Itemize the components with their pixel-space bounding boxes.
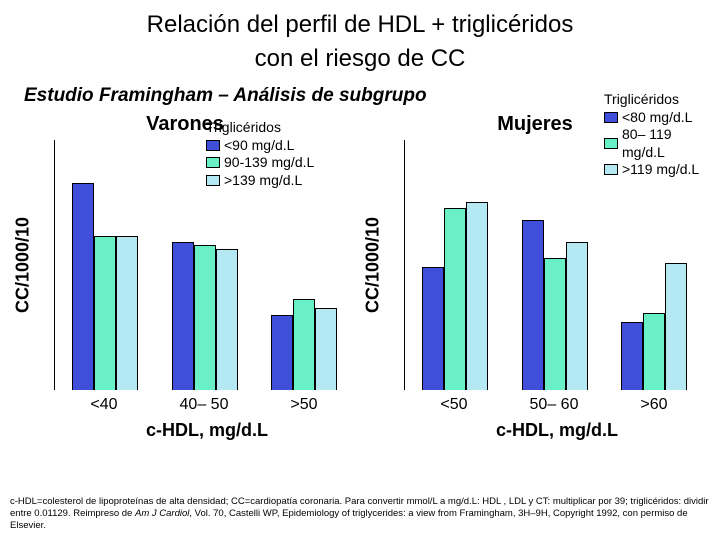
x-tick: >60: [604, 390, 704, 414]
x-axis-label-women: c-HDL, mg/d.L: [404, 414, 710, 441]
bar: [544, 258, 566, 390]
bar: [72, 183, 94, 390]
bar-group: [254, 140, 354, 390]
bar-group: [55, 140, 155, 390]
bar: [444, 208, 466, 390]
legend-label: <80 mg/d.L: [622, 109, 692, 127]
bar: [566, 242, 588, 390]
legend-item: <80 mg/d.L: [604, 109, 710, 127]
bar-groups-men: [55, 140, 354, 390]
bar: [94, 236, 116, 391]
plot-women: CC/1000/10: [404, 140, 704, 390]
bar: [665, 263, 687, 390]
x-tick: <50: [404, 390, 504, 414]
bar: [522, 220, 544, 390]
bar-group: [505, 140, 605, 390]
bar-group: [405, 140, 505, 390]
title-block: Relación del perfil de HDL + triglicérid…: [0, 0, 720, 77]
bar: [466, 202, 488, 391]
x-tick: >50: [254, 390, 354, 414]
bar: [293, 299, 315, 390]
bar: [216, 249, 238, 390]
bar-group: [604, 140, 704, 390]
x-tick: 40– 50: [154, 390, 254, 414]
x-axis-label-men: c-HDL, mg/d.L: [54, 414, 360, 441]
title-line-2: con el riesgo de CC: [0, 42, 720, 76]
x-ticks-men: <4040– 50>50: [54, 390, 354, 414]
footnote-italic: Am J Cardiol: [135, 508, 189, 519]
y-axis-label-women: CC/1000/10: [363, 217, 384, 313]
bar: [172, 242, 194, 390]
panel-men: Varones Triglicéridos <90 mg/d.L90-139 m…: [10, 113, 360, 441]
bar: [422, 267, 444, 390]
title-line-1: Relación del perfil de HDL + triglicérid…: [0, 8, 720, 42]
bar: [194, 245, 216, 390]
bar: [271, 315, 293, 390]
bar: [116, 236, 138, 391]
bar: [315, 308, 337, 390]
legend-men-title: Triglicéridos: [206, 119, 314, 137]
bar-group: [155, 140, 255, 390]
y-axis-label-men: CC/1000/10: [13, 217, 34, 313]
bar-groups-women: [405, 140, 704, 390]
panel-women: Mujeres Triglicéridos <80 mg/d.L80– 119 …: [360, 113, 710, 441]
x-tick: <40: [54, 390, 154, 414]
charts-row: Varones Triglicéridos <90 mg/d.L90-139 m…: [0, 113, 720, 441]
x-ticks-women: <5050– 60>60: [404, 390, 704, 414]
footnote: c-HDL=colesterol de lipoproteínas de alt…: [10, 496, 710, 532]
bar: [643, 313, 665, 390]
x-tick: 50– 60: [504, 390, 604, 414]
legend-swatch: [604, 112, 618, 123]
legend-women-title: Triglicéridos: [604, 91, 710, 109]
bar: [621, 322, 643, 390]
plot-men: CC/1000/10: [54, 140, 354, 390]
